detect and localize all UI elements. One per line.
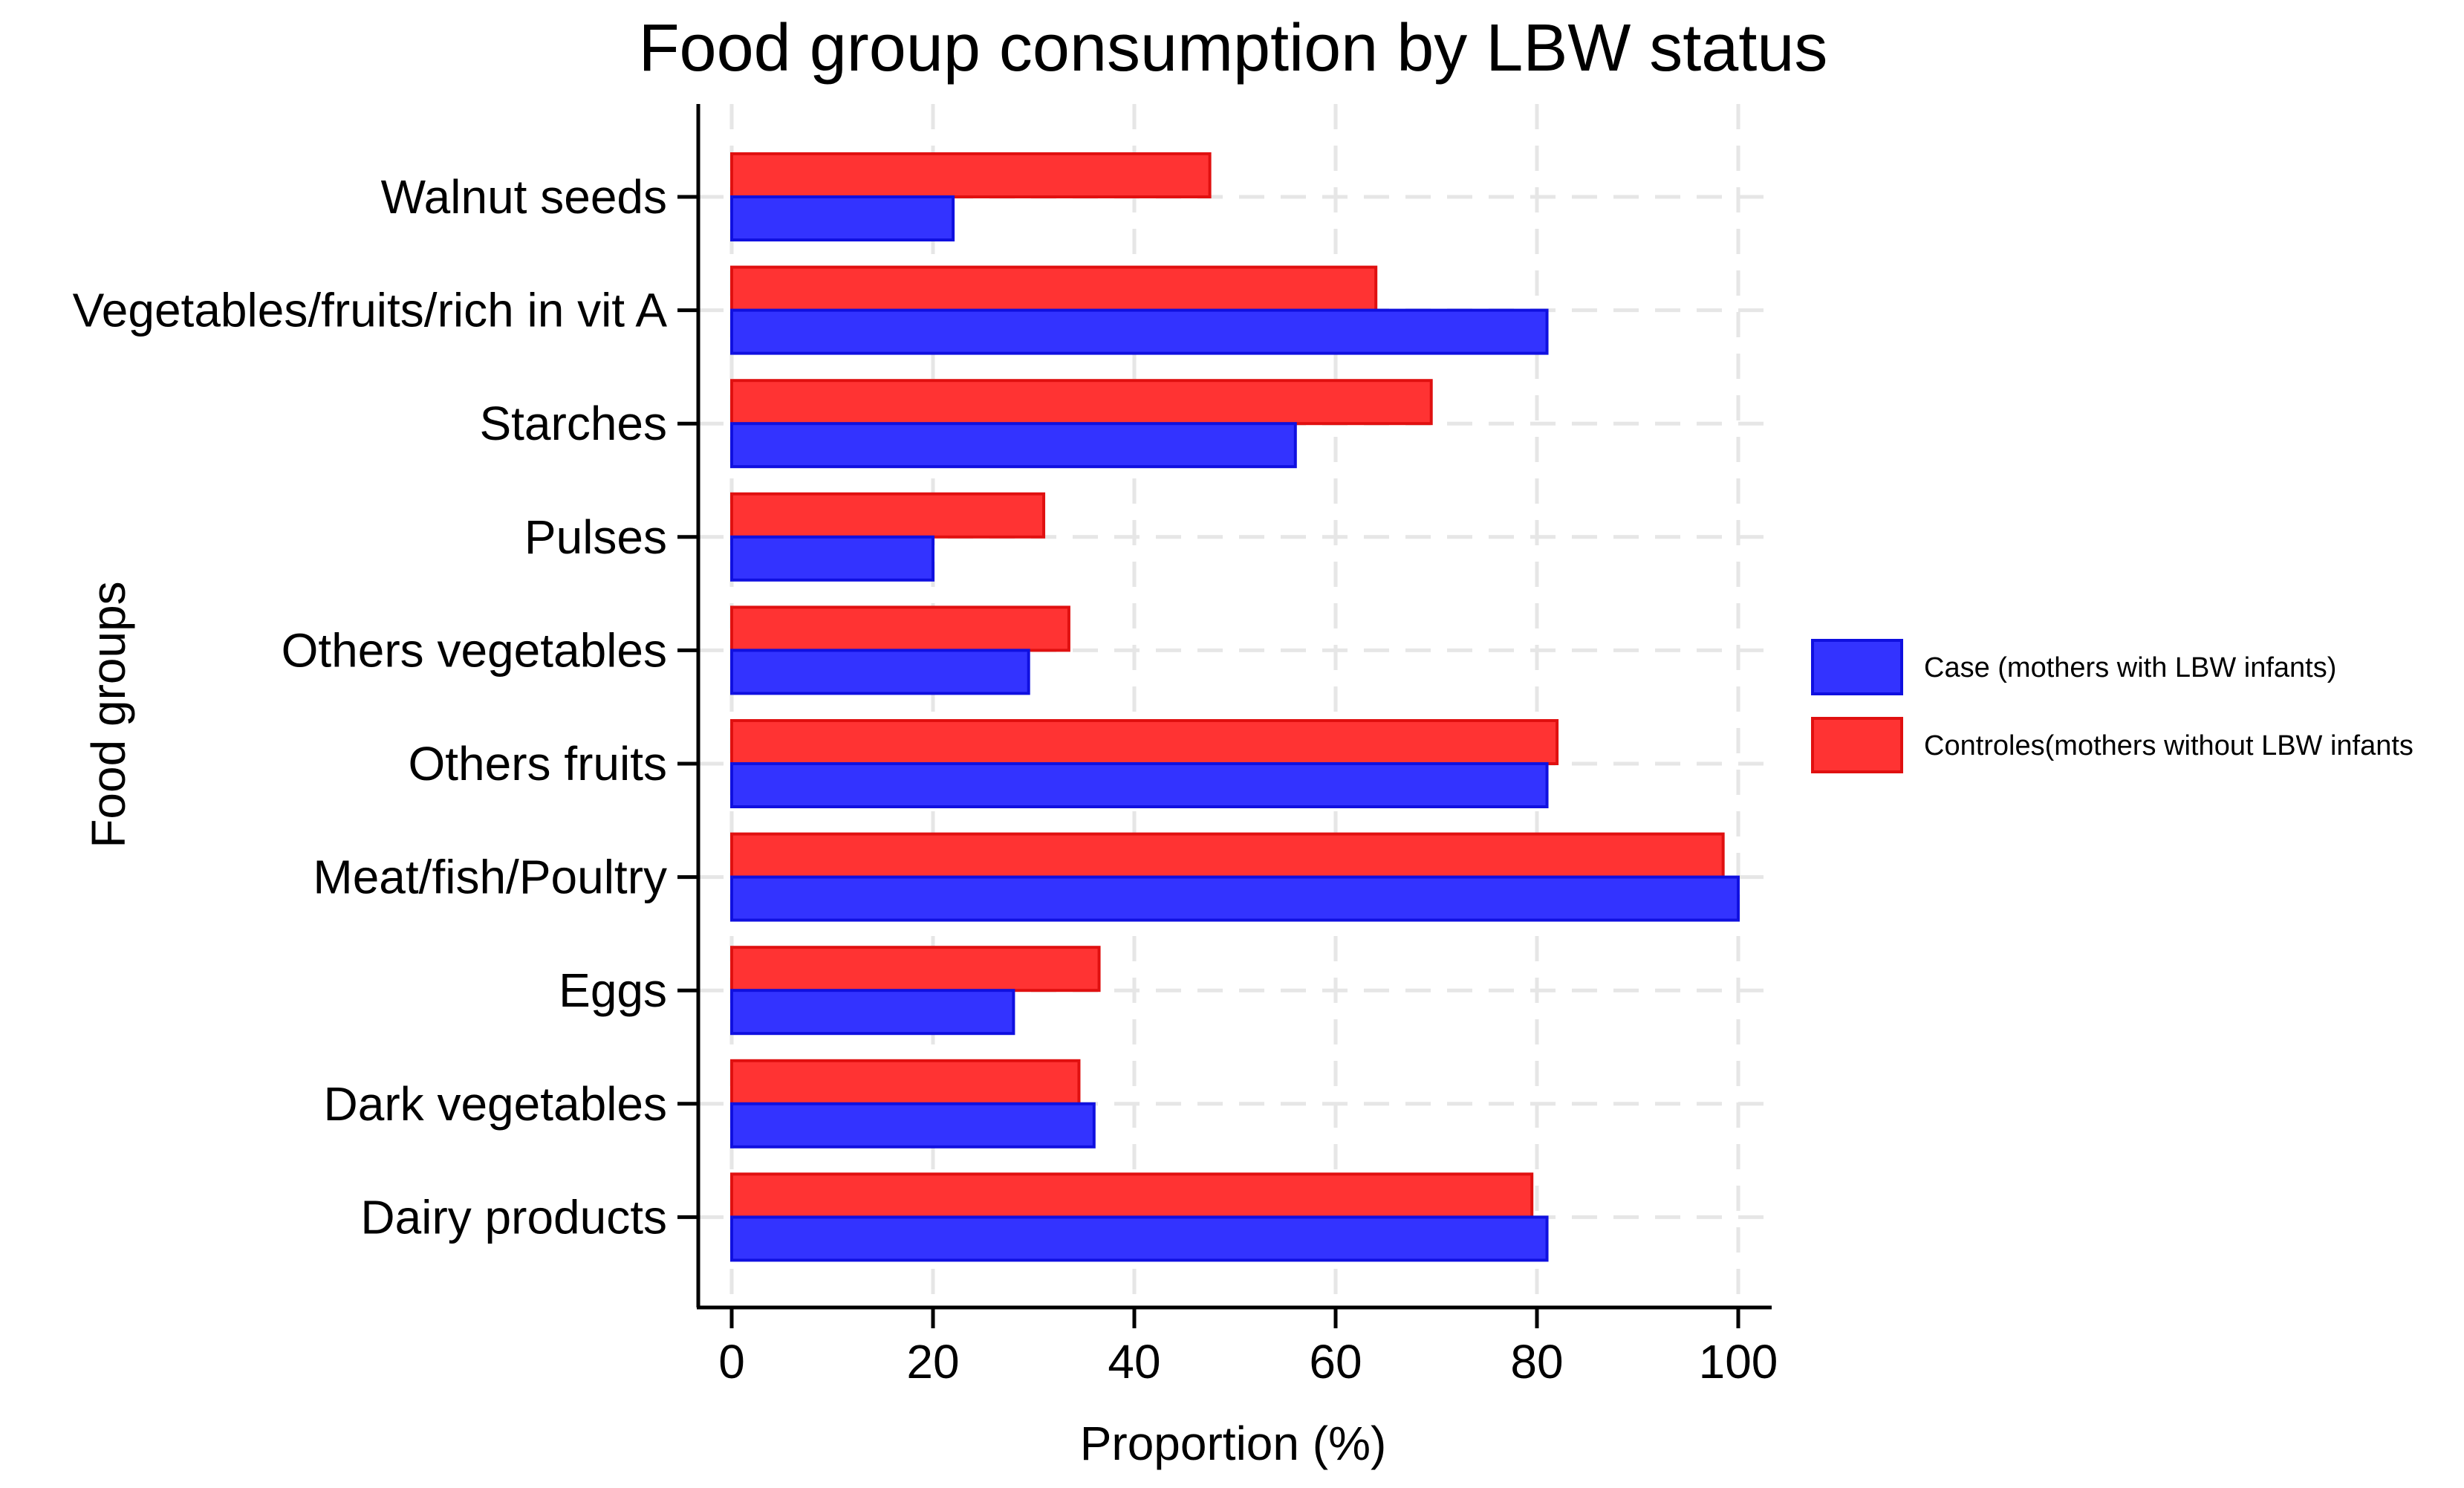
bar-case — [730, 989, 1015, 1036]
bar-case — [730, 195, 955, 241]
y-tick-label: Others fruits — [408, 737, 667, 790]
x-tick-label: 0 — [718, 1335, 745, 1388]
bar-controls — [730, 719, 1559, 765]
y-tick-label: Walnut seeds — [381, 170, 667, 224]
bar-controls — [730, 832, 1725, 879]
y-axis-label: Food groups — [82, 581, 135, 848]
x-tick-label: 40 — [1108, 1335, 1160, 1388]
bar-case — [730, 875, 1740, 922]
legend-swatch-controls — [1811, 717, 1903, 773]
bar-controls — [730, 1059, 1081, 1105]
y-tick-label: Dark vegetables — [324, 1077, 667, 1131]
bar-controls — [730, 265, 1378, 312]
bars-layer — [730, 152, 1740, 1262]
bar-controls — [730, 492, 1046, 539]
y-tick-label: Others vegetables — [282, 623, 667, 677]
legend-swatch-case — [1811, 639, 1903, 695]
x-tick-label: 60 — [1309, 1335, 1362, 1388]
x-axis-label: Proportion (%) — [1080, 1417, 1387, 1470]
bar-case — [730, 1102, 1096, 1149]
bar-case — [730, 308, 1549, 355]
x-tick-label: 20 — [906, 1335, 959, 1388]
bar-controls — [730, 1172, 1534, 1219]
bar-controls — [730, 946, 1101, 992]
y-tick-label: Starches — [479, 397, 667, 450]
y-tick-label: Vegetables/fruits/rich in vit A — [73, 284, 668, 337]
bar-controls — [730, 379, 1433, 426]
x-tick-label: 100 — [1699, 1335, 1778, 1388]
chart-title: Food group consumption by LBW status — [639, 11, 1828, 85]
y-tick-label: Dairy products — [360, 1190, 667, 1244]
x-tick-label: 80 — [1510, 1335, 1563, 1388]
legend-label-case: Case (mothers with LBW infants) — [1924, 652, 2336, 683]
bar-case — [730, 422, 1297, 469]
bar-case — [730, 762, 1549, 808]
axes-layer: 0 20 40 60 80 100 Walnut seeds Vegetables/fruit… — [73, 104, 1778, 1388]
y-tick-label: Pulses — [524, 510, 667, 564]
legend: Case (mothers with LBW infants) Controles… — [1811, 639, 2413, 773]
bar-case — [730, 649, 1030, 695]
bar-case — [730, 535, 934, 582]
bar-controls — [730, 152, 1212, 198]
y-tick-label: Meat/fish/Poultry — [313, 851, 667, 904]
bar-controls — [730, 605, 1070, 652]
legend-label-controls: Controles(mothers without LBW infants — [1924, 730, 2413, 761]
bar-case — [730, 1215, 1549, 1262]
y-tick-label: Eggs — [559, 964, 667, 1017]
